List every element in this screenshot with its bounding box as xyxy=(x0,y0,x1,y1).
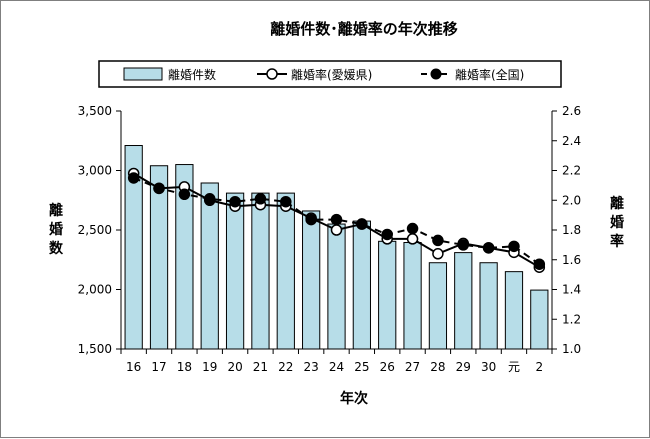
right-tick-label: 2.4 xyxy=(562,134,581,148)
point-national xyxy=(178,188,191,201)
point-national xyxy=(356,218,368,230)
x-tick-label: 24 xyxy=(329,360,344,374)
point-national xyxy=(533,258,546,270)
right-tick-label: 1.6 xyxy=(562,253,581,267)
right-tick-label: 2.6 xyxy=(562,104,581,118)
point-ehime xyxy=(330,224,343,236)
bar xyxy=(302,210,321,350)
tick-labels: 1,500 2,000 2,500 3,000 3,500 1.0 1.2 1.4 1.6 1.8… xyxy=(78,104,581,374)
x-tick-label: 17 xyxy=(151,360,166,374)
bar xyxy=(175,164,194,350)
point-national xyxy=(254,193,267,205)
point-national xyxy=(406,222,419,235)
right-tick-label: 1.8 xyxy=(562,223,581,237)
bar xyxy=(276,192,295,350)
x-tick-label: 16 xyxy=(126,360,141,374)
point-national xyxy=(127,172,140,184)
point-national xyxy=(381,228,393,241)
left-tick-label: 3,000 xyxy=(78,164,112,178)
x-tick-label: 26 xyxy=(380,360,395,374)
left-tick-label: 3,500 xyxy=(78,104,112,118)
left-tick-label: 2,000 xyxy=(78,283,112,297)
y-axis-title: 離婚数 xyxy=(49,202,64,257)
x-tick-label: 22 xyxy=(278,360,293,374)
x-tick-label: 23 xyxy=(304,360,319,374)
point-national xyxy=(482,242,495,254)
x-tick-label: 19 xyxy=(202,360,217,374)
bar xyxy=(504,271,524,350)
bar xyxy=(251,192,270,350)
line-series xyxy=(127,167,546,273)
x-axis-title: 年次 xyxy=(340,390,368,407)
bar xyxy=(454,252,473,350)
legend-swatch-bars xyxy=(123,67,163,81)
bar xyxy=(124,145,143,350)
point-national xyxy=(305,213,317,226)
legend-marker-national xyxy=(430,68,442,80)
x-tick-label: 2 xyxy=(536,360,544,374)
x-tick-label: 27 xyxy=(405,360,420,374)
bar xyxy=(149,165,169,350)
bar xyxy=(428,262,448,350)
right-tick-label: 1.2 xyxy=(562,312,581,326)
left-tick-label: 1,500 xyxy=(78,342,112,356)
right-tick-label: 1.0 xyxy=(562,342,581,356)
x-tick-label: 25 xyxy=(354,360,369,374)
bar xyxy=(200,182,219,350)
point-national xyxy=(153,182,165,195)
point-national xyxy=(508,240,520,253)
legend-label-national: 離婚率(全国) xyxy=(455,67,524,82)
bar xyxy=(352,220,371,350)
point-national xyxy=(203,193,216,205)
x-tick-label: 29 xyxy=(456,360,471,374)
right-tick-label: 2.2 xyxy=(562,164,581,178)
x-tick-label: 元 xyxy=(508,360,520,374)
bar xyxy=(403,241,422,350)
legend-label-ehime: 離婚率(愛媛県) xyxy=(291,67,372,82)
bar xyxy=(378,240,397,350)
x-tick-label: 20 xyxy=(227,360,242,374)
point-ehime xyxy=(432,248,444,260)
bar xyxy=(327,223,346,350)
x-tick-label: 21 xyxy=(253,360,268,374)
x-tick-label: 18 xyxy=(177,360,192,374)
x-tick-label: 28 xyxy=(430,360,445,374)
line-national xyxy=(133,177,540,266)
bar xyxy=(530,289,549,350)
legend-box xyxy=(98,60,562,88)
bar xyxy=(479,262,498,350)
point-national xyxy=(432,234,444,247)
bar xyxy=(225,192,245,350)
point-national xyxy=(330,213,343,226)
y2-axis-title: 離婚率 xyxy=(610,195,624,250)
right-tick-label: 1.4 xyxy=(562,283,581,297)
legend-marker-ehime xyxy=(266,68,278,80)
legend-label-bars: 離婚件数 xyxy=(168,67,216,82)
legend: 離婚件数 離婚率(愛媛県) 離婚率(全国) xyxy=(98,60,562,88)
right-tick-label: 2.0 xyxy=(562,193,581,207)
point-national xyxy=(457,239,470,251)
point-national xyxy=(280,195,292,208)
left-tick-label: 2,500 xyxy=(78,223,112,237)
point-ehime xyxy=(406,233,419,245)
point-national xyxy=(229,195,241,208)
x-tick-label: 30 xyxy=(481,360,496,374)
chart-title: 離婚件数･離婚率の年次推移 xyxy=(270,20,458,38)
bar-series xyxy=(124,145,549,350)
